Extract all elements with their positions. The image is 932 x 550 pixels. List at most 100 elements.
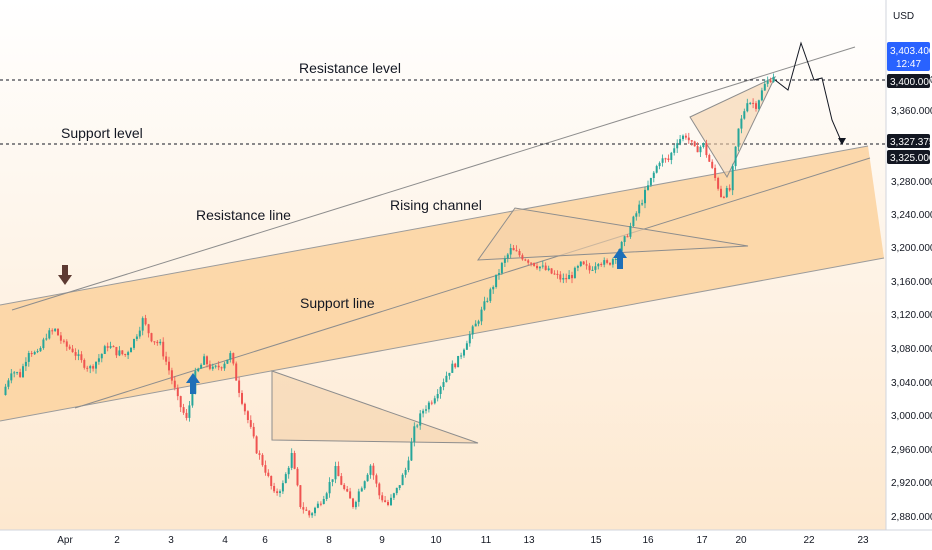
candle-body (354, 501, 357, 508)
candle-body (734, 146, 737, 167)
candle-body (500, 262, 503, 274)
support-price-value-a: 3,327.375 (890, 137, 932, 148)
candle-body (705, 143, 708, 156)
candle-body (92, 366, 95, 369)
current-price-tag: 3,403.400 12:47 (887, 42, 932, 71)
resistance-price-value: 3,400.000 (890, 77, 932, 88)
candle-body (217, 365, 220, 368)
candle-body (270, 476, 273, 486)
candle-body (629, 226, 632, 237)
candle-body (720, 188, 722, 197)
candle-body (328, 482, 331, 494)
x-tick-label: 3 (168, 535, 174, 546)
candle-body (387, 502, 389, 505)
candle-body (168, 361, 170, 371)
falling-wedge-pattern (271, 370, 479, 444)
candle-body (249, 420, 252, 427)
candle-body (226, 359, 229, 364)
candle-body (19, 372, 22, 378)
candle-body (162, 341, 165, 357)
projection-path (774, 41, 843, 144)
candle-body (334, 466, 337, 480)
candle-body (238, 380, 241, 393)
candle-body (752, 102, 755, 104)
candle-body (463, 349, 465, 356)
candle-body (30, 353, 33, 355)
candle-body (65, 341, 68, 347)
candle-body (366, 474, 369, 482)
support-level-label: Support level (61, 125, 143, 141)
candle-body (284, 474, 287, 483)
candle-body (124, 354, 127, 355)
candle-body (448, 372, 451, 376)
candle-body (635, 213, 638, 217)
candle-body (381, 495, 384, 501)
candle-body (287, 467, 290, 475)
y-tick-label: 3,040.000 (891, 378, 932, 389)
candle-body (229, 353, 232, 360)
candle-body (588, 265, 591, 271)
candle-body (214, 365, 217, 367)
candle-body (299, 485, 302, 507)
candle-body (54, 328, 57, 331)
candle-body (425, 409, 427, 411)
candle-body (731, 166, 734, 191)
candle-body (684, 135, 687, 138)
candle-body (360, 488, 363, 492)
candle-body (83, 360, 86, 368)
candle-body (302, 507, 305, 510)
price-axis[interactable]: 3,400.000 3,360.000 3,280.000 3,240.000 3,20… (891, 75, 932, 523)
candle-body (267, 472, 270, 476)
candle-body (714, 167, 717, 178)
candle-body (296, 468, 299, 486)
candle-body (495, 274, 498, 287)
x-tick-label: 9 (379, 535, 385, 546)
candle-body (536, 265, 538, 269)
down-arrow-marker (58, 265, 72, 285)
candle-body (451, 363, 454, 373)
candle-body (460, 355, 463, 357)
candle-body (614, 259, 617, 260)
candle-body (755, 103, 757, 109)
candle-body (538, 266, 541, 269)
x-tick-label: 23 (857, 535, 869, 546)
x-tick-label: 13 (523, 535, 535, 546)
candle-body (606, 260, 609, 263)
candle-body (658, 162, 661, 167)
candle-body (492, 287, 495, 290)
candle-body (632, 216, 635, 226)
resistance-line-label: Resistance line (196, 207, 291, 223)
up-arrow-marker-2 (613, 248, 627, 269)
candle-body (319, 503, 322, 505)
candle-body (568, 275, 571, 280)
candle-body (135, 336, 138, 339)
candle-body (550, 268, 553, 274)
candle-body (203, 356, 206, 365)
candle-body (655, 166, 658, 173)
currency-label: USD (893, 11, 914, 22)
support-trend-line (74, 157, 871, 409)
candle-body (97, 358, 100, 362)
candle-body (603, 260, 606, 265)
candle-body (375, 475, 378, 484)
candle-body (591, 269, 594, 271)
x-tick-label: 6 (262, 535, 268, 546)
candle-body (471, 326, 474, 335)
candle-body (652, 172, 655, 178)
candlestick-series (4, 73, 775, 518)
candle-body (346, 489, 349, 492)
candle-body (541, 265, 544, 267)
candle-body (670, 152, 673, 160)
candle-body (760, 90, 763, 101)
candle-body (477, 321, 480, 324)
y-tick-label: 3,160.000 (891, 277, 932, 288)
candle-body (255, 436, 258, 454)
time-axis[interactable]: Apr 2 3 4 6 8 9 10 11 13 15 16 17 20 22 23 (57, 535, 869, 546)
candle-body (62, 340, 65, 342)
candle-body (515, 250, 518, 252)
candle-body (711, 161, 714, 168)
candle-body (103, 346, 106, 354)
candle-body (281, 483, 284, 492)
candle-body (722, 196, 725, 198)
